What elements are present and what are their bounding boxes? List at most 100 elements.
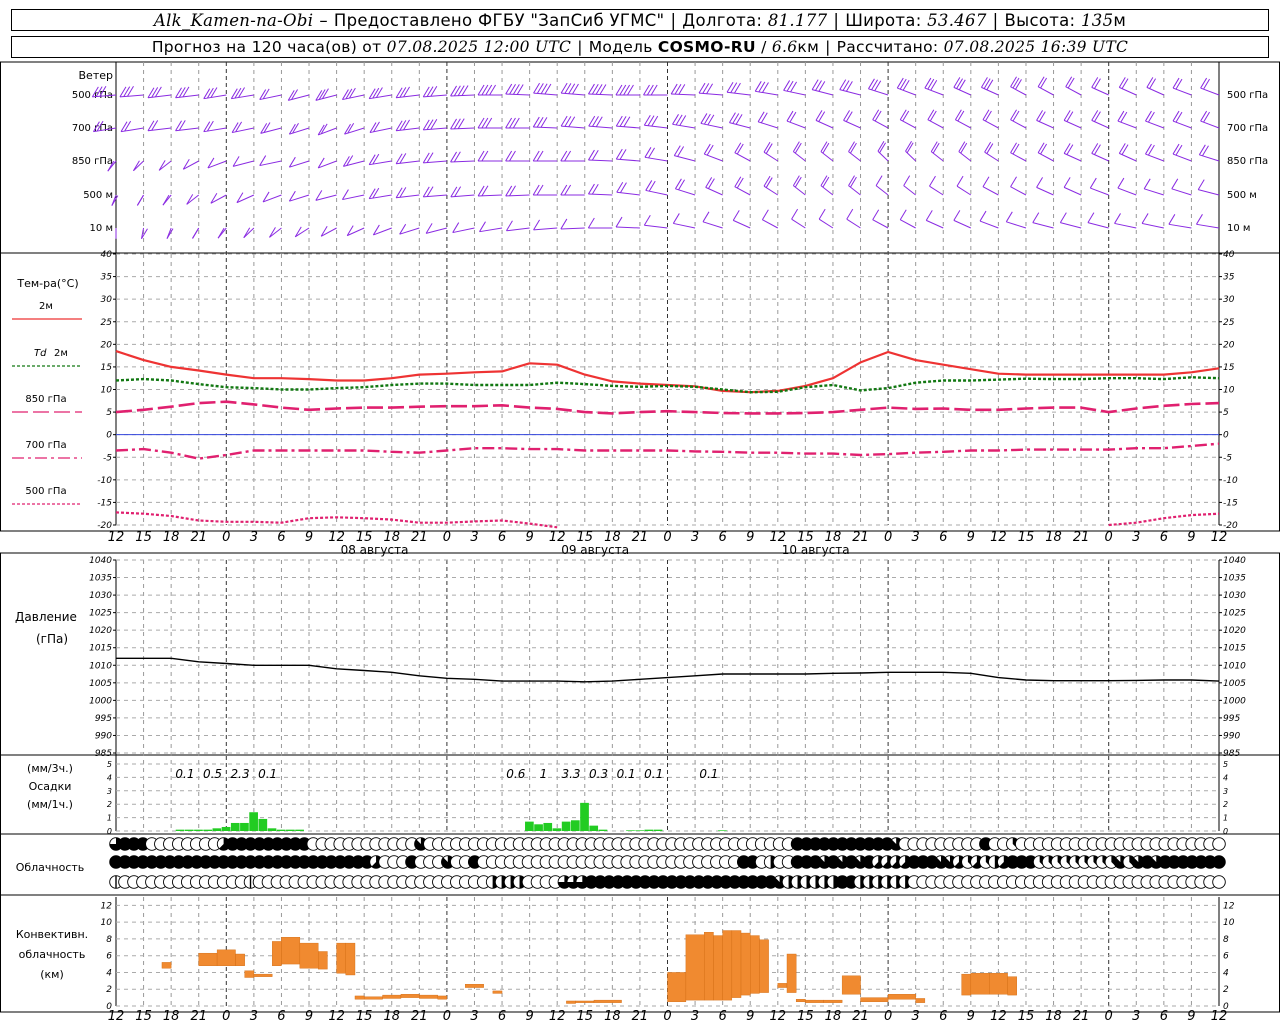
precip-sum-label: 0.1 [644,767,663,781]
wind-barb-feather [457,85,465,96]
header-divider: | [825,38,831,56]
x-hour-label: 21 [411,1009,428,1024]
wind-barb-feather [136,195,144,206]
y-tick-label: -20 [97,521,112,531]
wind-barb-feather [1012,77,1020,89]
wind-barb-staff [793,151,806,162]
y-tick-label: 1010 [89,661,112,671]
wind-barb-staff [175,94,199,99]
wind-barb-feather [536,150,544,162]
wind-barb-feather [203,121,211,132]
wind-barb-feather [1172,143,1180,155]
wind-barb-feather [846,208,854,220]
wind-barb-feather [430,119,438,130]
wind-barb-feather [734,176,742,187]
wind-barb-feather [147,87,155,99]
precip-bar [258,818,268,831]
wind-barb-feather [120,121,128,132]
wind-barb-feather [206,120,214,132]
precip-bar [598,829,608,831]
convective-cloud-bar [915,998,926,1003]
x-hour-label: 12 [549,1009,566,1024]
conv-tick-label-right: 6 [1223,952,1229,962]
wind-barb-feather [761,209,769,220]
wind-barb-feather [477,84,485,96]
wind-barb-feather [1141,213,1149,224]
convective-cloud-bar [281,937,301,965]
wind-barb-feather [287,90,295,101]
y-tick-label: 1025 [89,609,112,619]
wind-barb-feather [1172,77,1180,89]
wind-barb-feather [1040,143,1048,155]
wind-barb-staff [1172,87,1192,96]
y-tick-label-right: 10 [1223,386,1235,396]
y-tick-label: 1030 [89,591,112,601]
x-hour-label: 15 [577,1009,594,1024]
convective-cloud-bar [667,972,687,1003]
wind-barb-feather [929,110,937,122]
wind-barb-feather [872,209,880,220]
wind-barb-feather [315,90,323,101]
wind-barb-staff [1119,152,1137,162]
conv-tick-label: 6 [106,952,112,962]
wind-barb-feather [235,121,243,133]
wind-barb-feather [568,83,576,94]
wind-barb-feather [317,157,325,169]
wind-barb-feather [842,80,850,91]
wind-barb-staff [243,227,255,239]
convective-cloud-bar [795,999,806,1003]
wind-barb-staff [645,189,668,196]
wind-barb-feather [818,81,826,92]
precip-bar [580,802,589,831]
wind-barb-feather [481,117,489,129]
wind-barb-feather [426,119,434,130]
header-divider: | [577,38,583,56]
x-hour-label: 3 [912,1009,920,1024]
wind-barb-feather [477,117,485,129]
precip-axis-title2: Осадки [29,780,72,793]
y-tick-label-right: 35 [1223,273,1235,283]
wind-barb-feather [1005,211,1013,223]
x-hour-label: 18 [604,530,621,545]
convective-cloud-bar [318,951,328,970]
longitude-label: Долгота: [682,10,763,30]
wind-barb-feather [162,194,170,206]
pressure-axis-title: Давление [15,610,77,624]
wind-barb-feather [879,142,887,154]
x-hour-label: 15 [135,530,152,545]
wind-barb-staff [120,127,144,133]
wind-barb-feather [735,114,743,125]
wind-barb-feather [792,175,800,186]
wind-barb-staff [1172,153,1192,162]
wind-barb-staff [815,119,834,129]
wind-barb-feather [588,115,596,127]
wind-barb-feather [262,191,270,203]
wind-barb-feather [1032,212,1040,223]
y-tick-label-right: 1020 [1223,626,1246,636]
wind-barb-feather [703,113,711,125]
y-tick-label: 35 [101,273,113,283]
y-tick-label: 985 [95,749,112,759]
wind-barb-feather [1121,78,1129,89]
wind-barb-staff [1063,152,1082,162]
wind-barb-feather [763,141,771,153]
wind-barb-feather [1145,110,1152,122]
convective-cloud-bar [566,1000,576,1004]
y-tick-label-right: 30 [1223,295,1235,305]
x-hour-label: 12 [108,1009,125,1024]
wind-barb-staff [846,218,861,229]
x-hour-label: 6 [1160,530,1168,545]
x-hour-label: 3 [250,530,258,545]
wind-barb-staff [533,227,558,231]
precip-axis-title3: (мм/1ч.) [27,798,73,811]
wind-barb-feather [615,84,623,96]
wind-barb-feather [986,143,994,154]
wind-barb-feather [874,110,882,122]
wind-barb-feather [698,82,706,94]
wind-barb-feather [291,89,298,100]
wind-barb-feather [672,213,680,224]
wind-barb-feather [1203,111,1210,123]
conv-tick-label-right: 2 [1223,985,1229,995]
wind-barb-feather [1089,177,1097,189]
wind-barb-staff [588,125,613,129]
